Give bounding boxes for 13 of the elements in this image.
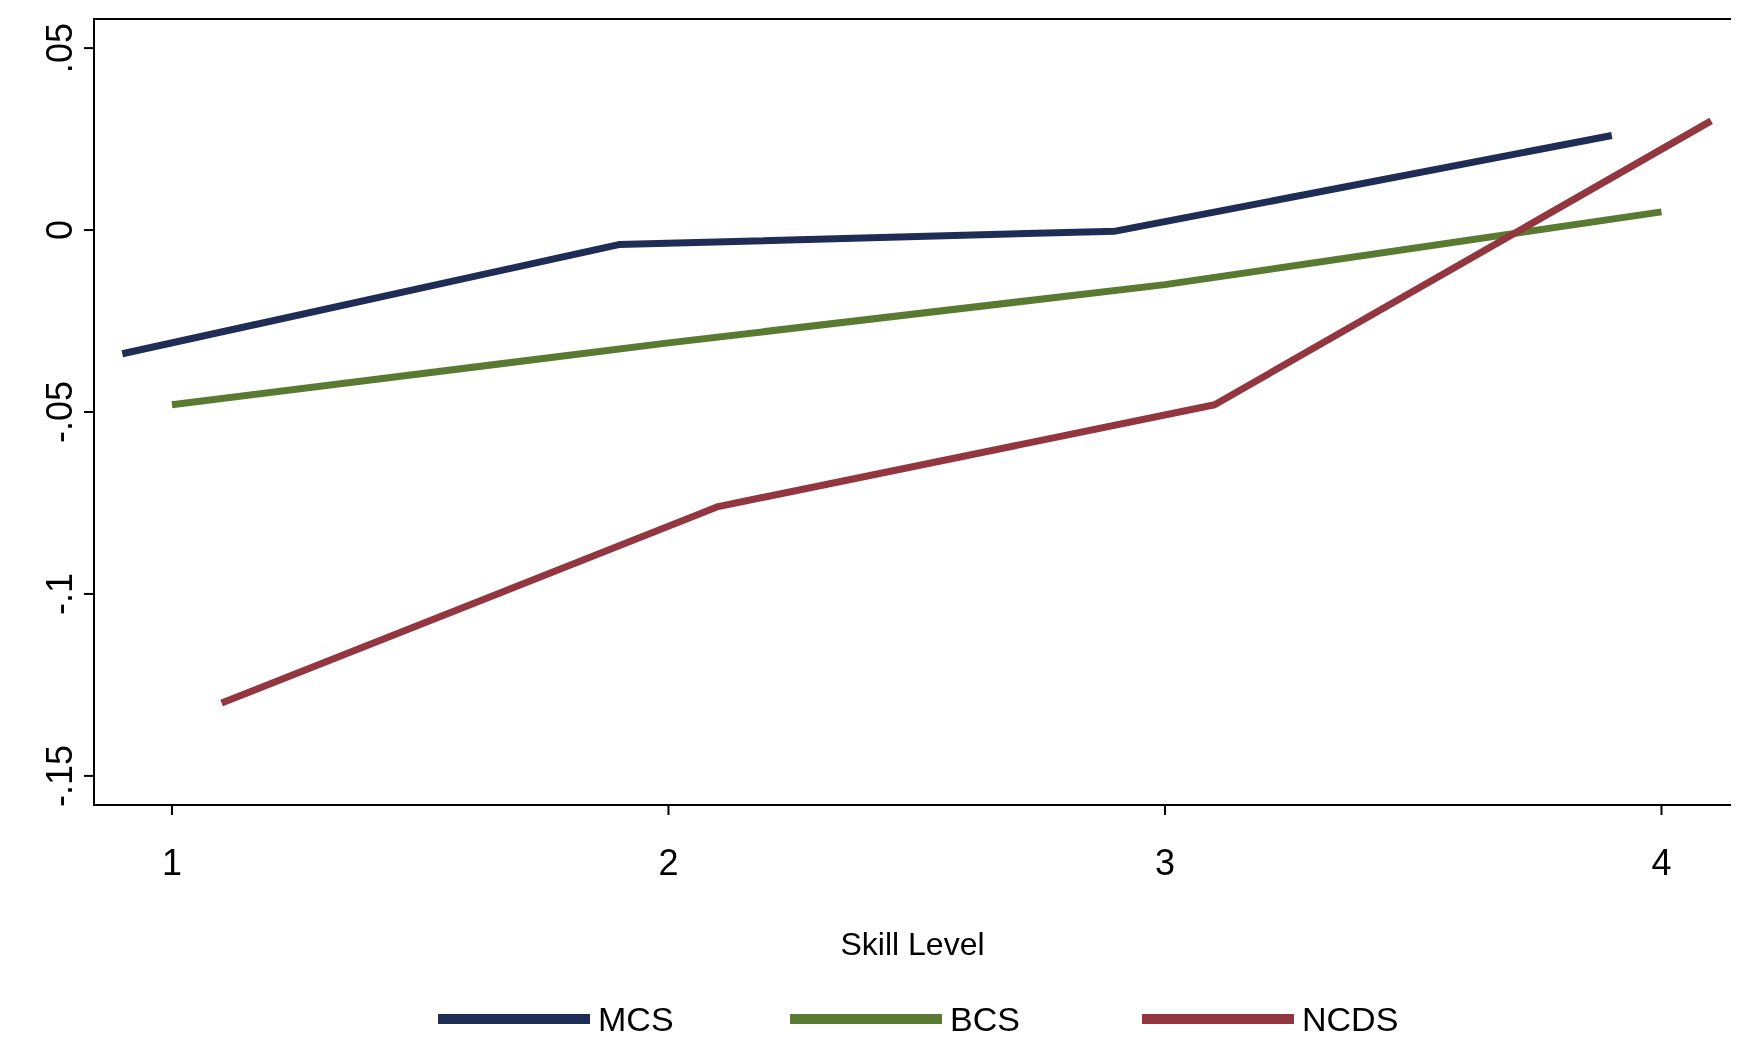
x-tick-label: 1 — [161, 842, 182, 883]
x-tick-label: 4 — [1651, 842, 1672, 883]
x-axis-title: Skill Level — [840, 926, 985, 962]
y-tick-label: 0 — [39, 220, 80, 241]
legend-label: NCDS — [1302, 1000, 1399, 1038]
y-tick-label: -.05 — [39, 380, 80, 444]
x-tick-label: 2 — [658, 842, 679, 883]
y-tick-label: -.15 — [39, 744, 80, 807]
legend-label: MCS — [598, 1000, 674, 1038]
x-tick-label: 3 — [1154, 842, 1175, 883]
y-tick-label: -.1 — [39, 572, 80, 615]
legend-label: BCS — [950, 1000, 1020, 1038]
y-tick-label: .05 — [39, 23, 80, 74]
